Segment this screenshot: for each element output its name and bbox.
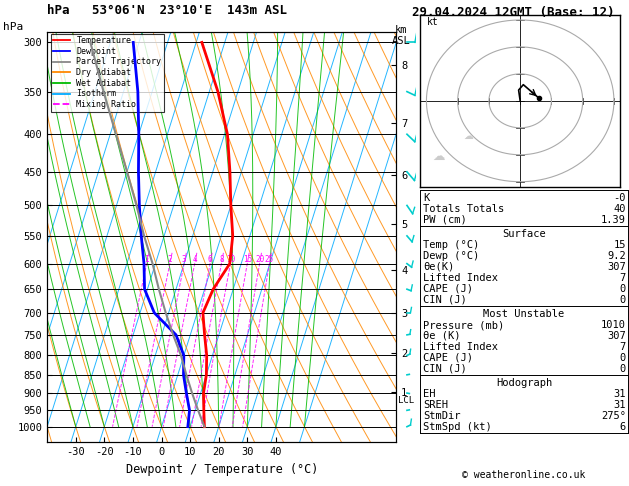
Text: 8: 8 [219,255,224,263]
Text: 307: 307 [607,262,626,272]
Text: Lifted Index: Lifted Index [423,342,498,352]
Text: SREH: SREH [423,400,448,410]
Text: StmDir: StmDir [423,411,461,421]
Text: © weatheronline.co.uk: © weatheronline.co.uk [462,470,586,480]
Text: 307: 307 [607,331,626,341]
Text: Hodograph: Hodograph [496,378,552,388]
Text: 31: 31 [613,389,626,399]
Text: 0: 0 [620,295,626,305]
Text: LCL: LCL [398,396,414,404]
Text: 0: 0 [620,284,626,294]
Text: 7: 7 [620,273,626,283]
X-axis label: Dewpoint / Temperature (°C): Dewpoint / Temperature (°C) [126,463,318,476]
Text: 2: 2 [167,255,172,263]
Text: Dewp (°C): Dewp (°C) [423,251,479,261]
Text: 1.39: 1.39 [601,215,626,225]
Text: 20: 20 [255,255,264,263]
Text: 1010: 1010 [601,320,626,330]
Text: CIN (J): CIN (J) [423,295,467,305]
Text: CAPE (J): CAPE (J) [423,284,473,294]
Text: 25: 25 [265,255,274,263]
Text: PW (cm): PW (cm) [423,215,467,225]
Text: 31: 31 [613,400,626,410]
Text: 7: 7 [620,342,626,352]
Text: 15: 15 [613,240,626,250]
Text: Pressure (mb): Pressure (mb) [423,320,504,330]
Text: StmSpd (kt): StmSpd (kt) [423,422,492,432]
Text: 9.2: 9.2 [607,251,626,261]
Text: θe (K): θe (K) [423,331,461,341]
Text: Most Unstable: Most Unstable [483,309,565,319]
Text: CIN (J): CIN (J) [423,364,467,374]
Text: 6: 6 [620,422,626,432]
Text: EH: EH [423,389,436,399]
Text: 275°: 275° [601,411,626,421]
Text: hPa   53°06'N  23°10'E  143m ASL: hPa 53°06'N 23°10'E 143m ASL [47,4,287,17]
Text: km: km [395,25,408,35]
Text: CAPE (J): CAPE (J) [423,353,473,363]
Text: 10: 10 [226,255,235,263]
Text: 3: 3 [182,255,186,263]
Text: hPa: hPa [3,22,23,32]
Text: Totals Totals: Totals Totals [423,204,504,214]
Text: ASL: ASL [392,36,411,47]
Text: 6: 6 [208,255,213,263]
Legend: Temperature, Dewpoint, Parcel Trajectory, Dry Adiabat, Wet Adiabat, Isotherm, Mi: Temperature, Dewpoint, Parcel Trajectory… [51,34,164,112]
Text: 0: 0 [620,364,626,374]
Text: Surface: Surface [502,229,546,239]
Text: 15: 15 [243,255,252,263]
Text: 1: 1 [145,255,149,263]
Text: 0: 0 [620,353,626,363]
Text: kt: kt [426,17,438,27]
Text: ☁: ☁ [464,131,474,140]
Text: ☁: ☁ [433,150,445,163]
Text: Temp (°C): Temp (°C) [423,240,479,250]
Text: 29.04.2024 12GMT (Base: 12): 29.04.2024 12GMT (Base: 12) [412,6,615,19]
Text: θe(K): θe(K) [423,262,455,272]
Text: 40: 40 [613,204,626,214]
Text: Lifted Index: Lifted Index [423,273,498,283]
Text: 4: 4 [192,255,197,263]
Text: K: K [423,193,430,203]
Text: -0: -0 [613,193,626,203]
